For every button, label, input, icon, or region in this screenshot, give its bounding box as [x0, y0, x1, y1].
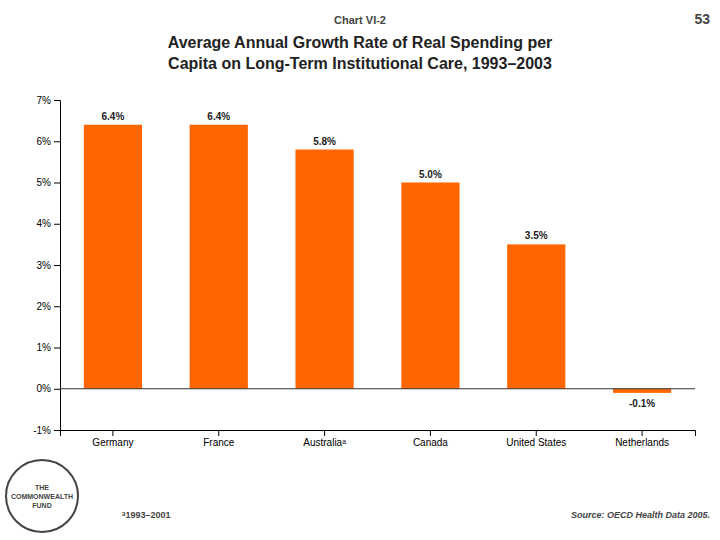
data-label: -0.1% — [629, 398, 655, 409]
x-tick-label: United States — [506, 437, 566, 448]
source: Source: OECD Health Data 2005. — [571, 510, 710, 520]
logo-line: THE — [35, 484, 49, 491]
y-tick: 5% — [37, 177, 60, 188]
page-number: 53 — [694, 11, 710, 27]
y-tick-label: 6% — [37, 136, 52, 147]
bar — [401, 183, 459, 389]
y-tick: 1% — [37, 342, 60, 353]
title: Average Annual Growth Rate of Real Spend… — [168, 34, 553, 72]
data-label: 6.4% — [207, 111, 230, 122]
x-tick-mark — [324, 430, 325, 436]
bars — [84, 125, 671, 393]
bar — [190, 125, 248, 389]
x-axis-line — [61, 431, 696, 437]
title-line: Capita on Long-Term Institutional Care, … — [168, 55, 552, 72]
chart-label: Chart VI-2 — [334, 14, 386, 26]
x-tick-mark — [218, 430, 219, 436]
y-tick-mark — [54, 265, 60, 266]
y-tick-mark — [54, 430, 60, 431]
x-tick-label: Australiaᵃ — [303, 437, 346, 448]
y-tick-mark — [54, 183, 60, 184]
y-tick-label: 4% — [37, 218, 52, 229]
y-tick: 0% — [37, 383, 60, 394]
title-line: Average Annual Growth Rate of Real Spend… — [168, 34, 553, 51]
x-tick-mark — [536, 430, 537, 436]
y-tick-label: 1% — [37, 342, 52, 353]
x-tick-label: Germany — [92, 437, 133, 448]
y-tick-mark — [54, 389, 60, 390]
bar — [84, 125, 142, 389]
x-tick-label: Canada — [413, 437, 448, 448]
x-tick-mark — [430, 430, 431, 436]
logo-line: FUND — [32, 502, 51, 509]
data-labels: 6.4% 6.4% 5.8% 5.0% 3.5% -0.1% — [102, 111, 656, 409]
y-tick-mark — [54, 141, 60, 142]
x-tick: Netherlands — [615, 430, 669, 448]
logo-text: THE COMMONWEALTH FUND — [11, 484, 73, 509]
y-tick: 6% — [37, 136, 60, 147]
y-tick-mark — [54, 306, 60, 307]
data-label: 6.4% — [102, 111, 125, 122]
x-axis: Germany France Australiaᵃ Canada United Stat… — [61, 430, 696, 448]
bar — [613, 389, 671, 393]
y-tick-label: 5% — [37, 177, 52, 188]
y-axis: -1% 0% 1% 2% 3% 4% 5% 6% 7% — [33, 95, 60, 436]
y-tick: 2% — [37, 301, 60, 312]
bar — [507, 244, 565, 388]
x-tick: United States — [506, 430, 566, 448]
y-tick: 3% — [37, 260, 60, 271]
y-tick: -1% — [33, 425, 60, 436]
x-tick-label: Netherlands — [615, 437, 669, 448]
y-tick: 7% — [37, 95, 60, 106]
x-tick: Germany — [92, 430, 133, 448]
chart-svg: Average Annual Growth Rate of Real Spend… — [0, 0, 720, 540]
x-tick: France — [203, 430, 235, 448]
y-tick-label: 0% — [37, 383, 52, 394]
plot: -1% 0% 1% 2% 3% 4% 5% 6% 7% Germany France Australi… — [33, 95, 695, 448]
data-label: 5.8% — [313, 136, 336, 147]
x-tick-label: France — [203, 437, 235, 448]
data-label: 5.0% — [419, 169, 442, 180]
y-tick-label: -1% — [33, 425, 51, 436]
x-tick-mark — [112, 430, 113, 436]
x-tick-mark — [642, 430, 643, 436]
logo-line: COMMONWEALTH — [11, 493, 73, 500]
x-tick: Australiaᵃ — [303, 430, 346, 448]
logo-circle — [6, 460, 78, 532]
zero-line — [60, 388, 695, 389]
x-tick: Canada — [413, 430, 448, 448]
y-axis-line — [54, 101, 61, 431]
y-tick-label: 7% — [37, 95, 52, 106]
data-label: 3.5% — [525, 230, 548, 241]
y-tick-mark — [54, 348, 60, 349]
y-tick-label: 3% — [37, 260, 52, 271]
y-tick-mark — [54, 100, 60, 101]
y-tick-mark — [54, 224, 60, 225]
y-tick: 4% — [37, 218, 60, 229]
y-tick-label: 2% — [37, 301, 52, 312]
footnote: ᵃ1993–2001 — [122, 510, 170, 520]
logo: THE COMMONWEALTH FUND — [6, 460, 78, 532]
bar — [295, 150, 353, 389]
